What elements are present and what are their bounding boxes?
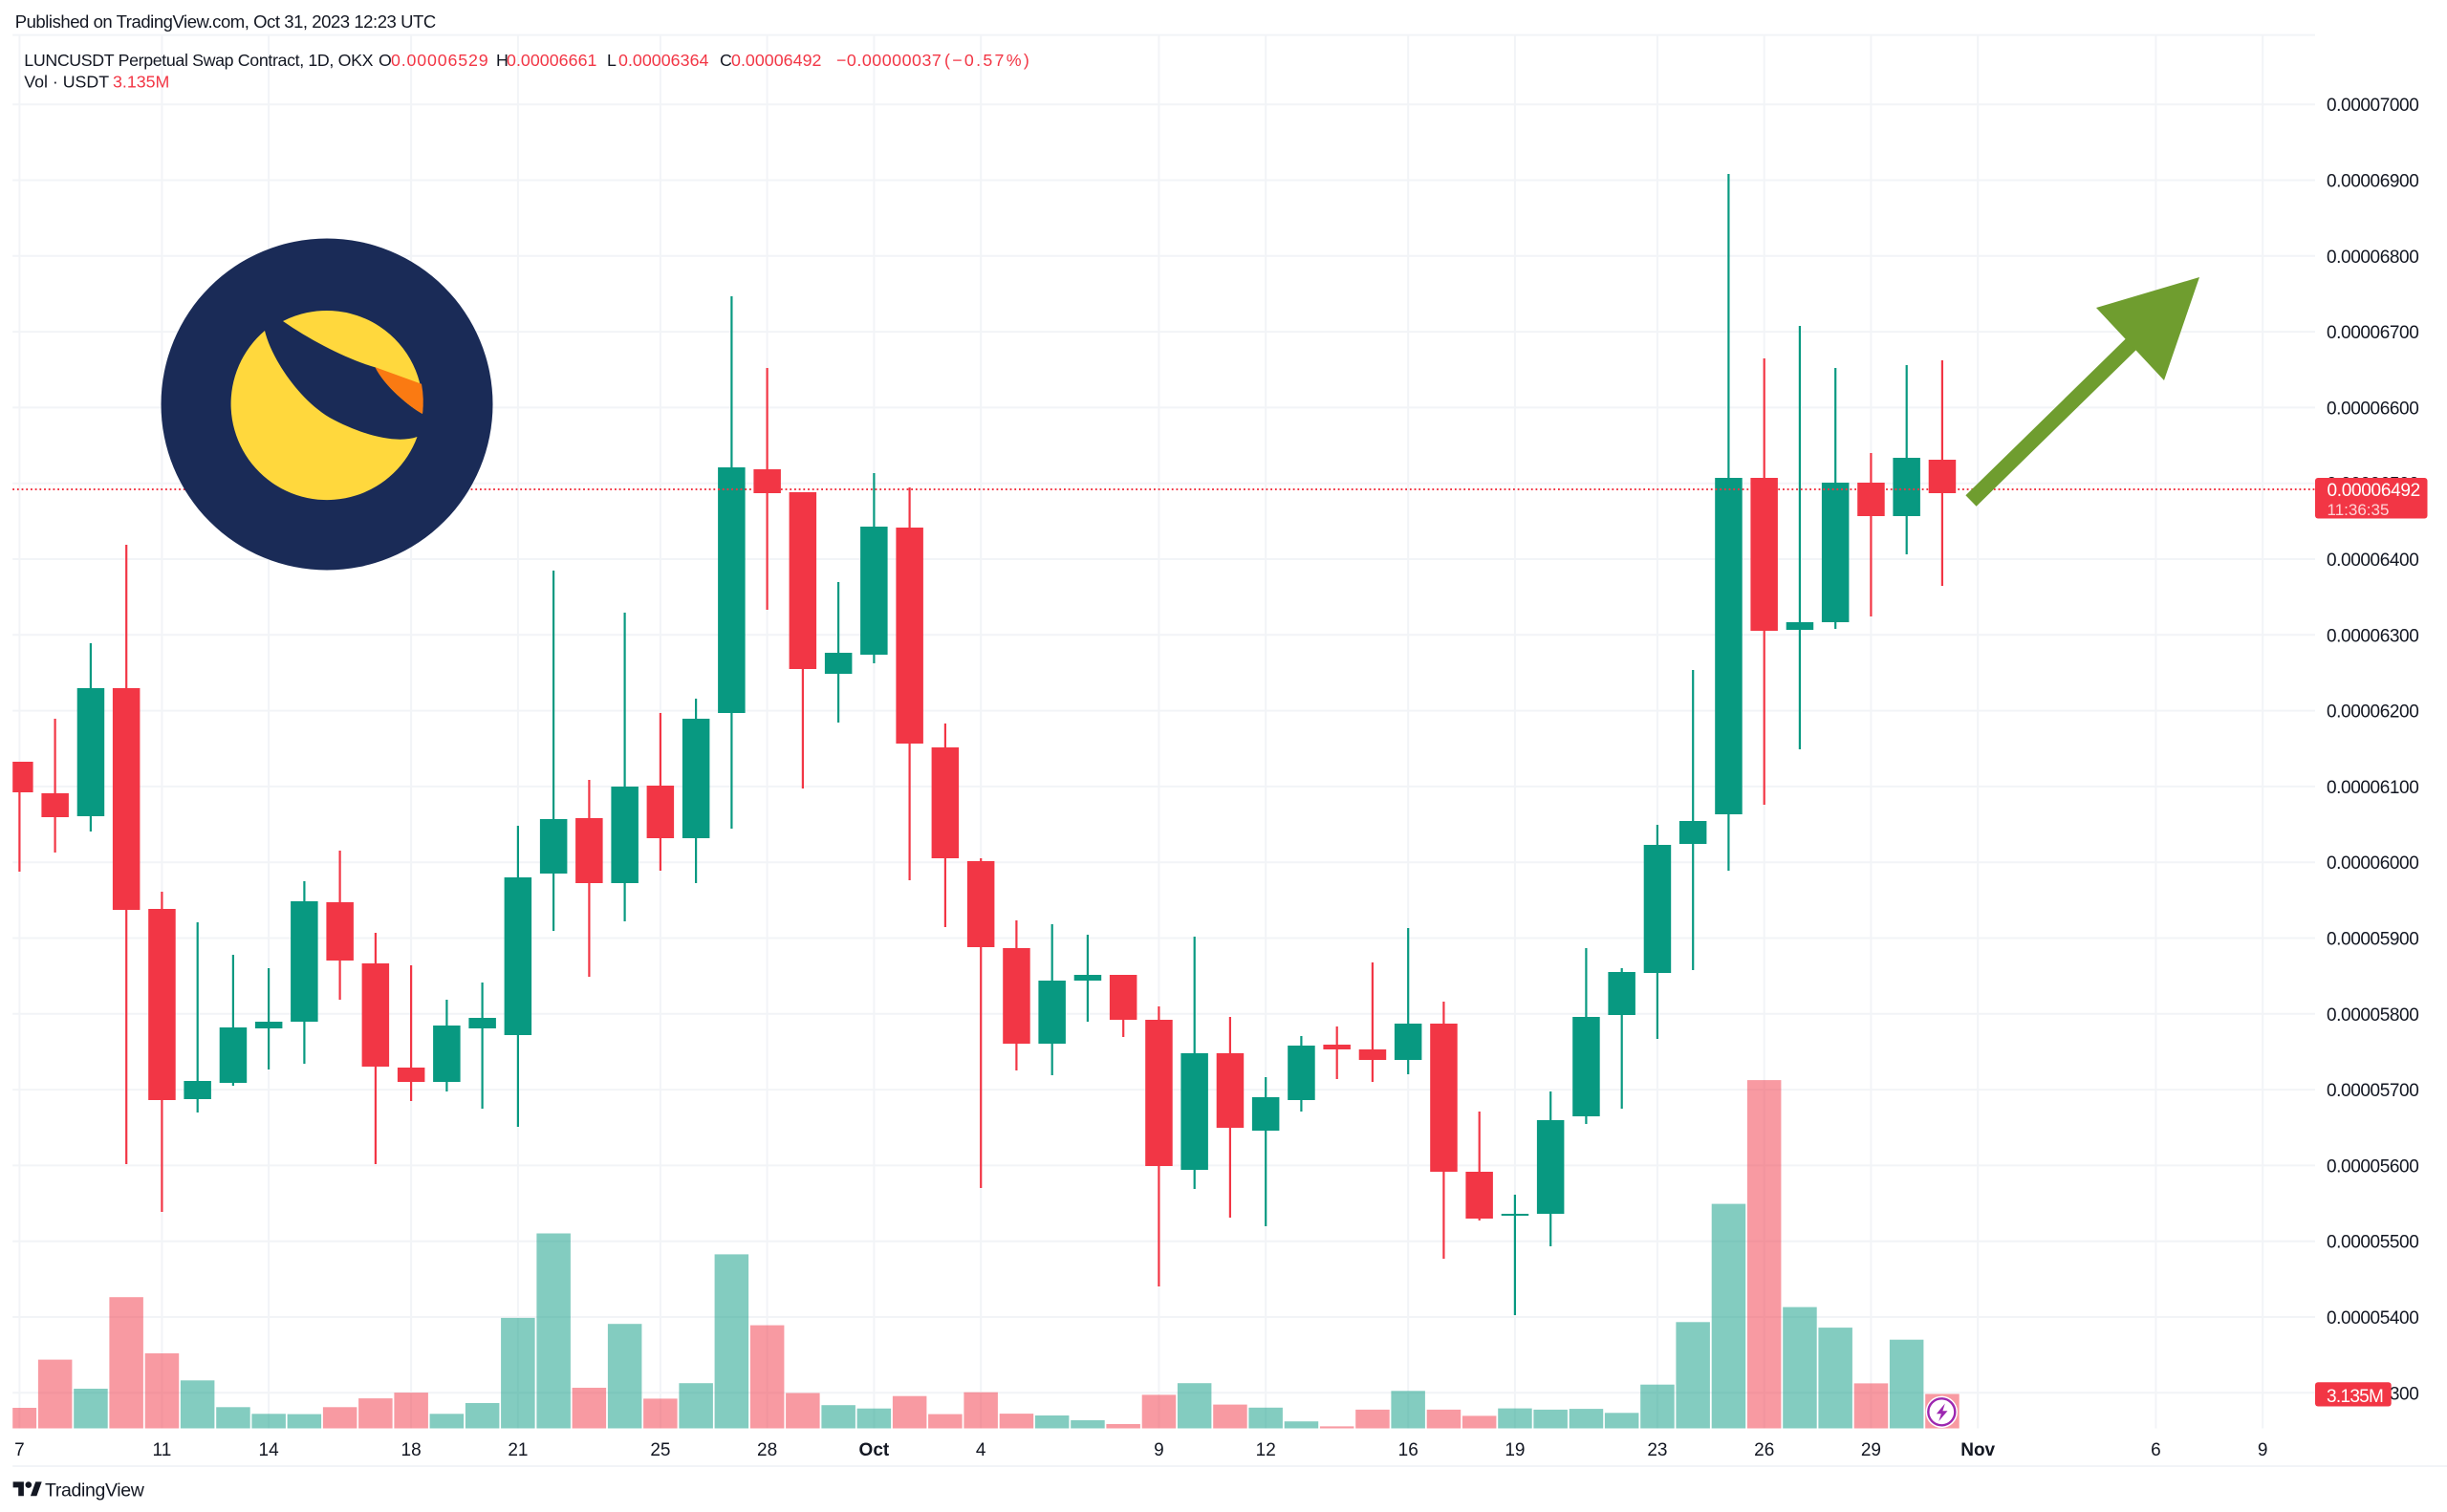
svg-text:0.00005500: 0.00005500 [2327, 1233, 2418, 1253]
svg-text:19: 19 [1505, 1440, 1525, 1460]
svg-text:6: 6 [2151, 1440, 2161, 1460]
svg-text:11: 11 [153, 1440, 172, 1460]
svg-text:0.00005600: 0.00005600 [2327, 1156, 2418, 1177]
svg-text:0.00006300: 0.00006300 [2327, 626, 2418, 646]
svg-text:11:36:35: 11:36:35 [2328, 501, 2390, 519]
svg-text:0.00005900: 0.00005900 [2327, 930, 2418, 950]
svg-text:0.00006700: 0.00006700 [2327, 323, 2418, 343]
svg-text:28: 28 [757, 1440, 777, 1460]
svg-text:0.00007000: 0.00007000 [2327, 96, 2418, 116]
svg-text:0.00006400: 0.00006400 [2327, 551, 2418, 571]
svg-text:0.00006900: 0.00006900 [2327, 172, 2418, 192]
svg-text:21: 21 [508, 1440, 528, 1460]
svg-text:0.00006200: 0.00006200 [2327, 702, 2418, 723]
svg-text:25: 25 [650, 1440, 670, 1460]
svg-text:16: 16 [1398, 1440, 1418, 1460]
svg-text:9: 9 [1154, 1440, 1164, 1460]
svg-text:0.00006492: 0.00006492 [2328, 481, 2420, 501]
svg-text:9: 9 [2258, 1440, 2268, 1460]
svg-text:7: 7 [14, 1440, 25, 1460]
svg-text:0.00006000: 0.00006000 [2327, 853, 2418, 874]
svg-text:14: 14 [259, 1440, 280, 1460]
svg-text:0.00005700: 0.00005700 [2327, 1081, 2418, 1101]
svg-text:3.135M: 3.135M [2327, 1387, 2383, 1407]
svg-text:23: 23 [1647, 1440, 1667, 1460]
svg-text:0.00006600: 0.00006600 [2327, 399, 2418, 419]
svg-text:LUNCUSDT Perpetual Swap Contra: LUNCUSDT Perpetual Swap Contract, 1D, OK… [24, 51, 1031, 70]
svg-text:26: 26 [1754, 1440, 1774, 1460]
svg-text:29: 29 [1861, 1440, 1881, 1460]
svg-text:0.00005800: 0.00005800 [2327, 1005, 2418, 1026]
svg-text:0.00005400: 0.00005400 [2327, 1308, 2418, 1328]
svg-text:18: 18 [401, 1440, 422, 1460]
svg-text:TradingView: TradingView [45, 1480, 145, 1501]
svg-text:0.00006100: 0.00006100 [2327, 778, 2418, 798]
svg-text:12: 12 [1256, 1440, 1276, 1460]
svg-text:Published on TradingView.com,: Published on TradingView.com, Oct 31, 20… [15, 11, 436, 32]
svg-text:0.00006800: 0.00006800 [2327, 248, 2418, 268]
svg-text:Nov: Nov [1960, 1440, 1995, 1460]
svg-text:Oct: Oct [859, 1440, 890, 1460]
svg-text:4: 4 [976, 1440, 986, 1460]
